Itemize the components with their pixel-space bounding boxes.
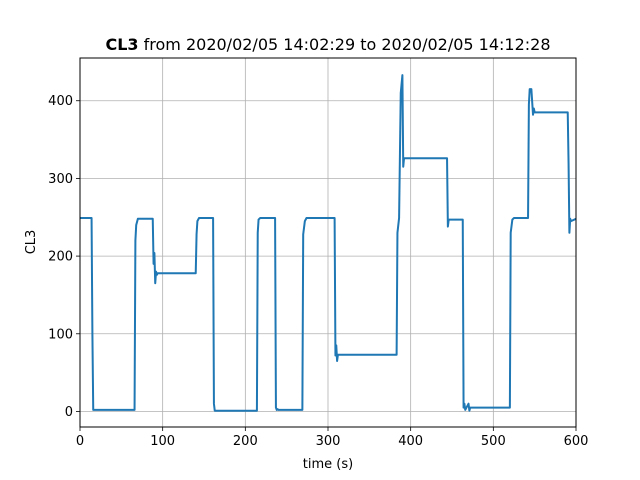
x-tick-label: 600: [564, 434, 589, 449]
x-tick-label: 400: [398, 434, 423, 449]
ticks: 0 100 200 300 400 500 600 0 100 200 300 400: [48, 94, 588, 449]
y-tick-label: 200: [48, 250, 73, 265]
x-tick-label: 0: [76, 434, 84, 449]
series-layer: [80, 74, 577, 412]
x-tick-label: 200: [233, 434, 258, 449]
chart-title-bold: CL3: [105, 35, 138, 54]
y-tick-label: 100: [48, 327, 73, 342]
y-tick-label: 300: [48, 172, 73, 187]
y-tick-label: 0: [65, 405, 73, 420]
x-tick-label: 300: [316, 434, 341, 449]
y-axis-label: CL3: [24, 230, 39, 255]
grid: [79, 58, 577, 427]
series-line: [80, 74, 577, 412]
x-tick-label: 100: [150, 434, 175, 449]
x-tick-label: 500: [481, 434, 506, 449]
y-tick-label: 400: [48, 94, 73, 109]
x-axis-label: time (s): [303, 457, 353, 472]
chart-title-rest: from 2020/02/05 14:02:29 to 2020/02/05 1…: [139, 35, 551, 54]
chart-title: CL3 from 2020/02/05 14:02:29 to 2020/02/…: [105, 35, 550, 54]
